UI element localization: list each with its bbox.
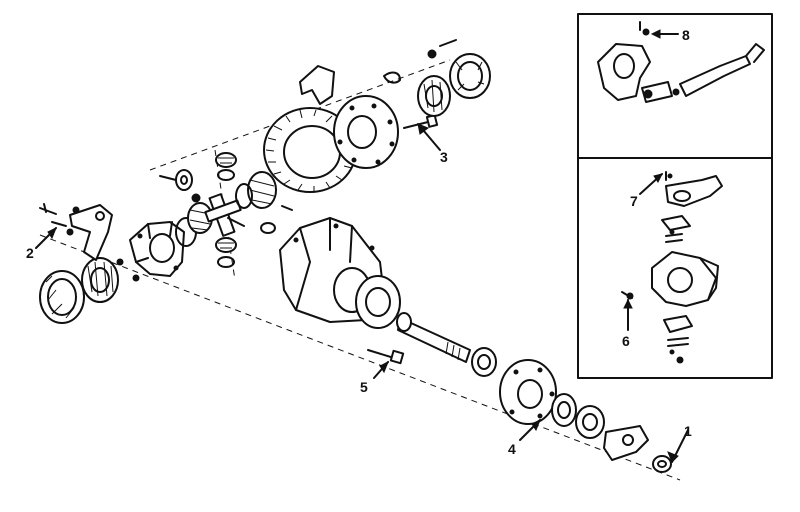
callout-7-label: 7: [630, 193, 638, 209]
right-bearing-cone: [417, 75, 451, 117]
callout-2: 2: [26, 226, 57, 261]
callout-4: 4: [508, 418, 541, 457]
side-gear-right: [235, 171, 277, 209]
housing-gasket: [355, 275, 401, 329]
callout-8: 8: [650, 27, 690, 43]
thrust-washers: [159, 169, 193, 191]
callout-5-label: 5: [360, 379, 368, 395]
shim-small: [383, 71, 401, 84]
differential-flange: [333, 95, 399, 169]
differential-case: [129, 221, 185, 277]
left-bearing-cone: [81, 257, 119, 303]
bearing-cap-right: [299, 65, 335, 105]
housing-bolt: [367, 349, 405, 365]
bolt-top: [427, 39, 457, 59]
callout-3-label: 3: [440, 149, 448, 165]
callout-8-label: 8: [682, 27, 690, 43]
steering-arm-lower: [603, 425, 649, 461]
callout-4-label: 4: [508, 441, 516, 457]
hub-bearing: [551, 393, 577, 427]
inset-frame: [577, 13, 773, 379]
callout-6: 6: [622, 298, 633, 349]
hub-flange: [499, 359, 557, 425]
callout-1: 1: [667, 423, 692, 463]
axle-shaft: [396, 312, 471, 363]
callout-7: 7: [630, 173, 663, 209]
steering-knuckle-detail: [621, 171, 723, 364]
pinion-gears-cross: [191, 152, 242, 268]
end-nut: [652, 455, 672, 473]
callout-1-label: 1: [684, 423, 692, 439]
callout-3: 3: [417, 123, 448, 165]
pinion-shaft-pin: [227, 205, 293, 234]
tie-rod-end-detail: [597, 21, 765, 103]
right-bearing-cup: [449, 53, 491, 99]
hub-seal-ring: [575, 405, 605, 439]
cap-bolts: [39, 203, 80, 236]
callout-6-label: 6: [622, 333, 630, 349]
shaft-seal: [471, 347, 497, 377]
bearing-cap-left: [69, 204, 113, 261]
callout-2-label: 2: [26, 245, 34, 261]
left-bearing-cup: [39, 270, 85, 324]
callout-5: 5: [360, 360, 389, 395]
small-washers-left: [116, 258, 140, 282]
